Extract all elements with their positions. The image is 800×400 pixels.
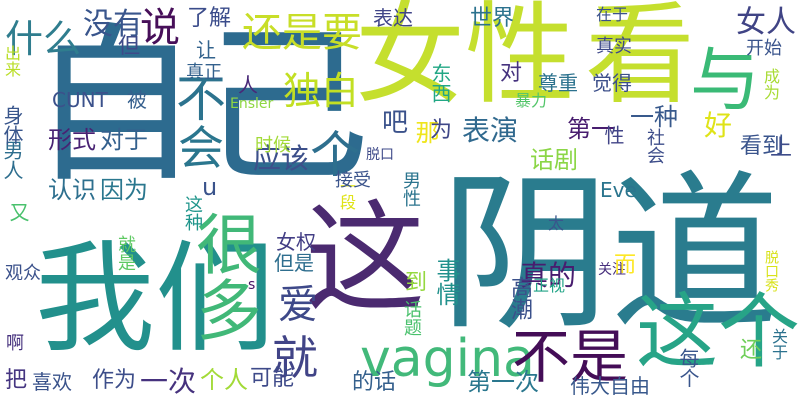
- word-cloud-term: 男人: [0, 140, 24, 180]
- word-cloud-term: 这: [305, 190, 425, 329]
- word-cloud-term: 真正: [186, 62, 222, 83]
- word-cloud-term: 但: [118, 34, 141, 59]
- word-cloud-term: 开始: [746, 38, 782, 59]
- word-cloud-term: 但是: [274, 251, 314, 275]
- word-cloud-term: 一次: [140, 365, 197, 398]
- word-cloud-term: 形式: [48, 126, 96, 154]
- word-cloud-term: 被: [127, 88, 147, 112]
- word-cloud-term: 自己: [30, 8, 371, 206]
- word-cloud-term: 把: [5, 368, 28, 393]
- word-cloud-term: 为: [430, 118, 453, 143]
- word-cloud-term: 因为: [100, 176, 148, 204]
- word-cloud-term: 人: [238, 73, 258, 97]
- word-cloud-term: 真实: [596, 36, 632, 57]
- word-cloud-term: 性: [601, 125, 625, 145]
- word-cloud-term: 啊: [6, 333, 24, 354]
- word-cloud-term: 太: [548, 214, 565, 233]
- word-cloud-term: 到: [401, 270, 426, 292]
- word-cloud-term: 第一: [567, 115, 615, 143]
- word-cloud-term: 对于: [100, 126, 148, 154]
- word-cloud-term: 看到: [740, 134, 785, 159]
- word-cloud-term: 了解: [187, 6, 232, 31]
- word-cloud-term: 真的: [520, 259, 577, 292]
- word-cloud-term: 觉得: [592, 71, 632, 95]
- word-cloud-term: 尊重: [538, 71, 578, 95]
- word-cloud-term: 会: [178, 121, 224, 175]
- word-cloud-term: 阴道: [440, 156, 781, 354]
- word-cloud-term: 很多: [185, 210, 262, 342]
- word-cloud-term: 应该: [253, 142, 310, 175]
- word-cloud-term: 出来: [2, 45, 21, 77]
- word-cloud-term: 个人: [200, 366, 248, 394]
- word-cloud-term: 东西: [428, 63, 452, 103]
- word-cloud-term: 在于: [596, 5, 629, 24]
- word-cloud-term: 这种: [182, 195, 203, 231]
- word-cloud-term: 脱口: [366, 147, 394, 163]
- word-cloud-term: 话剧: [530, 146, 578, 174]
- word-cloud-term: 作为: [92, 368, 137, 393]
- word-cloud-term: 喜欢: [32, 370, 72, 394]
- word-cloud-term: 女权: [276, 230, 316, 254]
- word-cloud-term: 表达: [373, 6, 413, 30]
- word-cloud-term: 独白: [283, 69, 360, 113]
- word-cloud-term: 上: [770, 136, 793, 161]
- word-cloud-term: 成为: [761, 68, 780, 100]
- word-cloud-term: 看: [585, 0, 695, 119]
- word-cloud-term: 第一次: [467, 368, 539, 396]
- word-cloud-term: 高潮: [507, 276, 532, 320]
- word-cloud-term: 爱: [278, 282, 318, 328]
- word-cloud-term: 社会: [644, 128, 665, 164]
- word-cloud-term: 让: [196, 38, 216, 62]
- word-cloud-term: 身体: [0, 105, 24, 145]
- word-cloud-term: 说: [140, 5, 180, 51]
- word-cloud-term: 不是: [512, 323, 629, 391]
- word-cloud-term: 吧: [382, 108, 409, 138]
- word-cloud-term: Ensler: [230, 96, 274, 112]
- word-cloud-term: 可能: [250, 366, 295, 391]
- word-cloud-term: 就是: [115, 235, 136, 271]
- word-cloud-term: vagina: [360, 329, 535, 389]
- word-cloud-term: 男性: [400, 171, 421, 207]
- word-cloud-term: 接受: [335, 170, 371, 191]
- word-cloud-term: 我们: [35, 230, 275, 369]
- word-cloud-term: 世界: [470, 6, 515, 31]
- word-cloud-term: 而: [614, 253, 637, 278]
- word-cloud-term: 的话: [352, 370, 397, 395]
- word-cloud-term: 个: [310, 126, 360, 184]
- word-cloud-term: 就: [272, 331, 318, 385]
- word-cloud-term: 对: [500, 61, 523, 86]
- word-cloud-term: 这个: [635, 285, 800, 380]
- word-cloud-term: 暴力: [515, 91, 548, 110]
- word-cloud-term: 事情: [432, 258, 460, 306]
- word-cloud-term: 还是要: [242, 10, 362, 56]
- word-cloud-term: 女性: [355, 0, 575, 119]
- word-cloud-term: 认识: [48, 176, 96, 204]
- word-cloud-term: Eve: [600, 178, 637, 202]
- word-cloud-term: 话题: [401, 300, 422, 336]
- word-cloud-term: 表演: [462, 114, 519, 147]
- word-cloud-term: 又: [6, 202, 30, 222]
- word-cloud-term: 好: [704, 109, 733, 142]
- word-cloud-term: 没有: [83, 7, 143, 42]
- word-cloud-term: u: [202, 173, 218, 201]
- word-cloud-term: 与: [690, 39, 760, 121]
- word-cloud-term: 正视: [533, 276, 566, 295]
- word-cloud-term: 一种: [630, 103, 678, 131]
- word-cloud-term: 伟大自由: [570, 374, 650, 398]
- word-cloud-term: s: [248, 277, 256, 293]
- word-cloud-term: 关于: [769, 328, 788, 360]
- word-cloud-term: 什么: [5, 17, 82, 61]
- word-cloud-term: 时候: [255, 135, 291, 156]
- word-cloud-term: 观众: [5, 263, 41, 284]
- word-cloud-term: 每个: [676, 348, 700, 388]
- word-cloud-term: 关注: [598, 262, 626, 278]
- word-cloud-term: 脱口秀: [763, 250, 779, 292]
- word-cloud-term: 那: [411, 120, 439, 144]
- word-cloud-term: CUNT: [52, 88, 108, 112]
- word-cloud-term: 不: [168, 72, 226, 122]
- word-cloud-term: 一段: [337, 178, 356, 210]
- word-cloud-term: 女人: [736, 5, 796, 40]
- word-cloud-term: 还: [740, 338, 763, 363]
